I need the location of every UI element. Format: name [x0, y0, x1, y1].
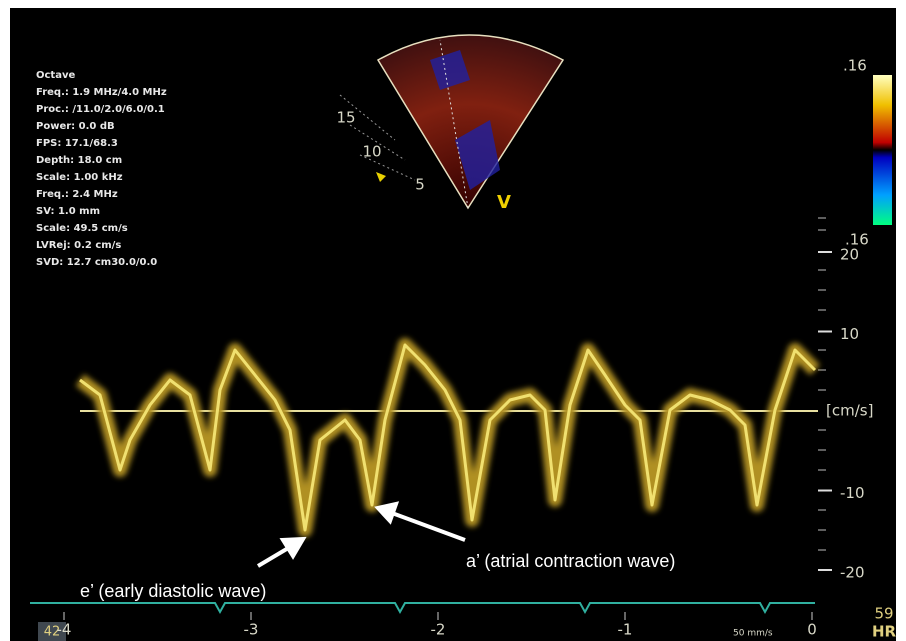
depth-label: 15	[336, 109, 355, 127]
info-line: SV: 1.0 mm	[36, 206, 100, 217]
e-wave-annotation: e’ (early diastolic wave)	[80, 581, 266, 601]
info-line: Proc.: /11.0/2.0/6.0/0.1	[36, 104, 165, 115]
info-line: LVRej: 0.2 cm/s	[36, 240, 121, 251]
velocity-tick-label: -10	[840, 484, 865, 502]
sweep-speed: 50 mm/s	[733, 629, 773, 639]
color-bar	[873, 75, 892, 225]
time-tick-label: -3	[244, 621, 259, 639]
info-line: Scale: 49.5 cm/s	[36, 223, 128, 234]
info-line: FPS: 17.1/68.3	[36, 138, 118, 149]
time-tick-label: -2	[431, 621, 446, 639]
a-wave-annotation: a’ (atrial contraction wave)	[466, 551, 675, 571]
velocity-tick-label: 20	[840, 246, 859, 264]
time-tick-label: -4	[57, 621, 72, 639]
velocity-tick-label: -20	[840, 564, 865, 582]
info-line: Scale: 1.00 kHz	[36, 172, 123, 183]
info-line: Freq.: 2.4 MHz	[36, 189, 118, 200]
depth-label: 5	[415, 176, 425, 194]
time-tick-label: -1	[618, 621, 633, 639]
info-line: SVD: 12.7 cm30.0/0.0	[36, 257, 157, 268]
info-line: Power: 0.0 dB	[36, 121, 115, 132]
heart-rate: 59	[874, 605, 893, 623]
ultrasound-screen: e’ (early diastolic wave) a’ (atrial con…	[0, 0, 906, 641]
info-line: Freq.: 1.9 MHz/4.0 MHz	[36, 87, 167, 98]
depth-label: 10	[362, 143, 381, 161]
velocity-unit: [cm/s]	[826, 402, 873, 420]
info-line: Depth: 18.0 cm	[36, 155, 122, 166]
velocity-tick-label: 10	[840, 325, 859, 343]
info-line: Octave	[36, 70, 75, 81]
heart-rate-label: HR	[872, 623, 897, 641]
color-scale-top: .16	[843, 57, 867, 75]
time-tick-label: 0	[807, 621, 817, 639]
sector-label: V	[497, 192, 511, 213]
